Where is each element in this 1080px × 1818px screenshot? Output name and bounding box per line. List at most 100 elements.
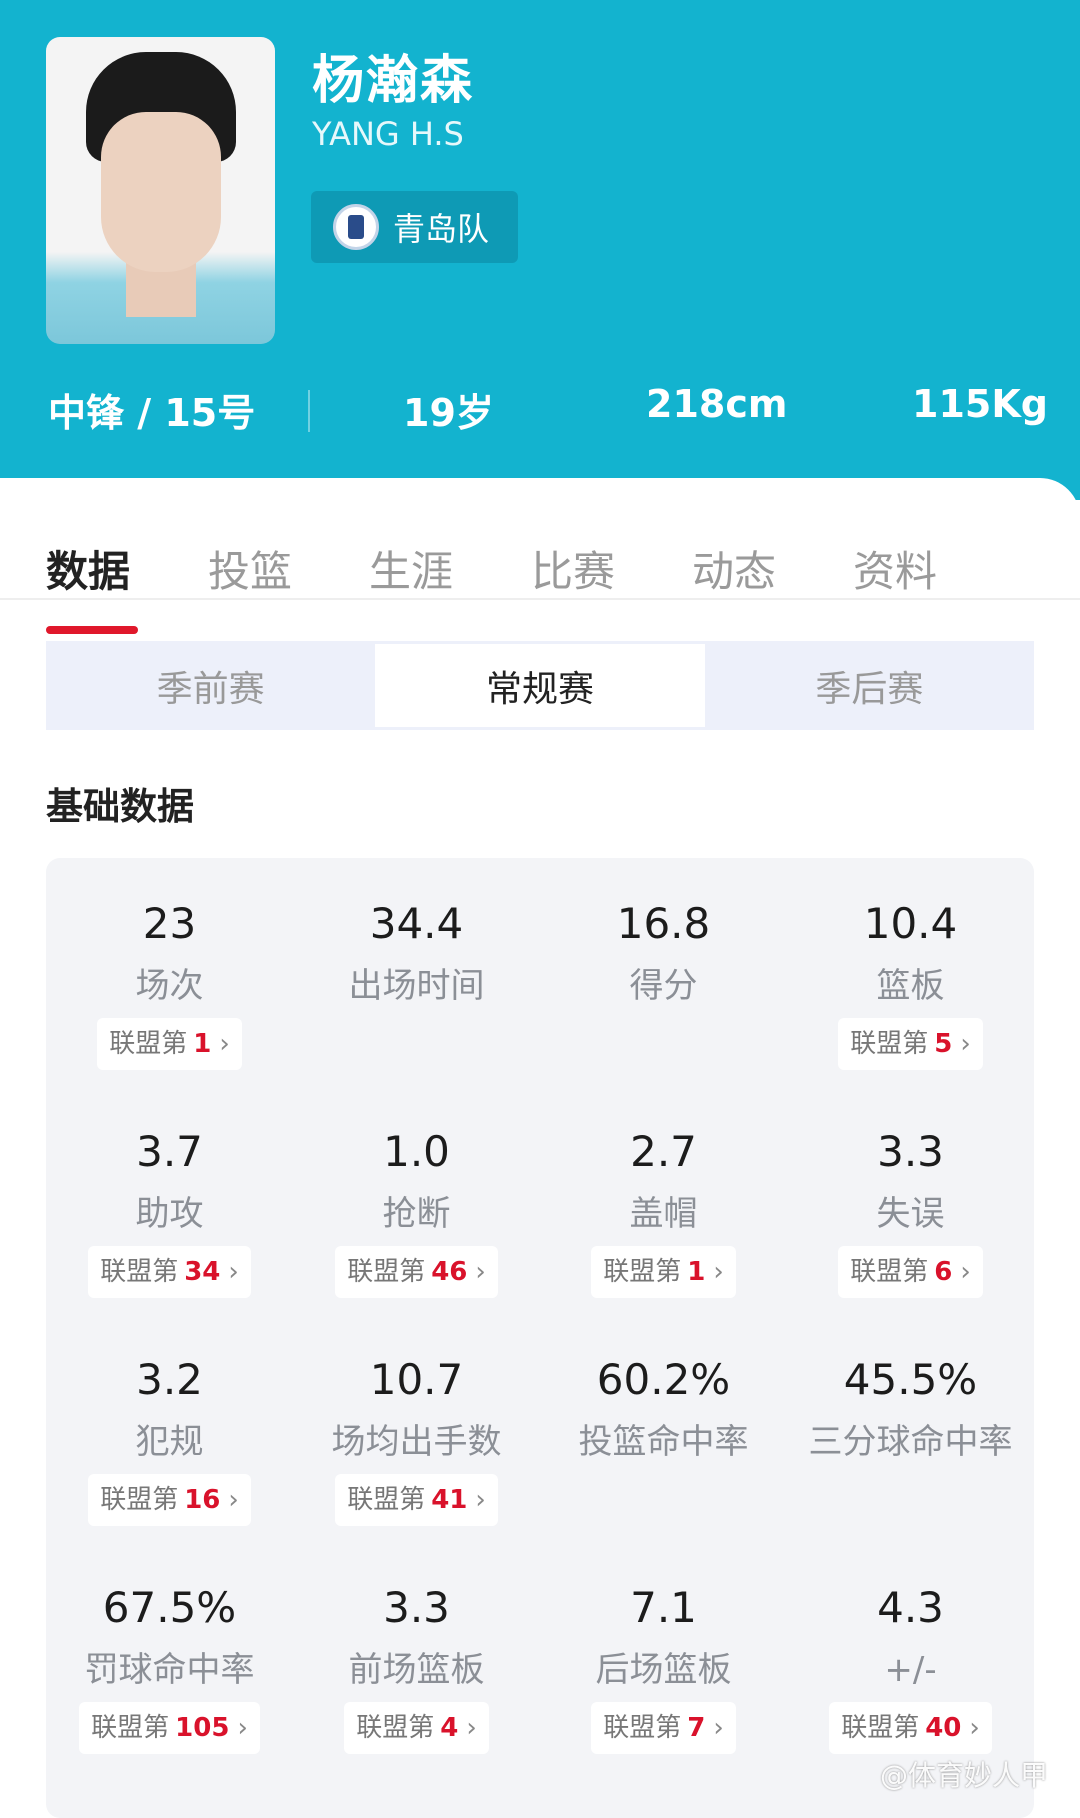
divider: [308, 390, 310, 432]
stat-cell: 2.7 盖帽联盟第 1 ›: [540, 1124, 787, 1302]
position-number: 中锋 / 15号: [48, 391, 256, 435]
rank-value: 4: [440, 1713, 459, 1743]
stat-value: 2.7: [630, 1127, 697, 1176]
player-header: 杨瀚森 YANG H.S 青岛队 中锋 / 15号 19岁 218cm 115K…: [0, 0, 1080, 500]
stat-cell: 10.4 篮板 联盟第 5 ›: [787, 896, 1034, 1074]
rank-prefix: 联盟第: [850, 1029, 929, 1059]
stat-label: 得分: [629, 966, 698, 1006]
rank-prefix: 联盟第: [850, 1257, 929, 1287]
stat-value: 23: [142, 899, 197, 948]
rank-prefix: 联盟第: [91, 1713, 170, 1743]
stat-cell: 10.7 场均出手数联盟第 41 ›: [293, 1352, 540, 1530]
stat-cell: 67.5% 罚球命中率 联盟第 105 ›: [46, 1580, 293, 1758]
stat-value: 3.2: [136, 1355, 203, 1404]
rank-row: 联盟第 6 ›: [787, 1246, 1034, 1302]
stats-grid: 23 场次 联盟第 1 › 34.4 出场时间 16.8 得分 10.4 篮板 联盟第 5 › 3.7 助攻联…: [46, 858, 1034, 1818]
rank-value: 16: [184, 1485, 221, 1515]
chevron-right-icon: ›: [228, 1257, 239, 1287]
active-tab-indicator: [46, 626, 138, 634]
league-rank-button[interactable]: 联盟第 34 ›: [88, 1246, 251, 1298]
weight: 115Kg: [912, 382, 1048, 426]
league-rank-button[interactable]: 联盟第 5 ›: [838, 1018, 983, 1070]
stat-cell: 3.3 失误联盟第 6 ›: [787, 1124, 1034, 1302]
rank-row: 联盟第 105 ›: [46, 1702, 293, 1758]
rank-value: 105: [175, 1713, 230, 1743]
rank-prefix: 联盟第: [841, 1713, 920, 1743]
stat-cell: 34.4 出场时间: [293, 896, 540, 1014]
stat-label: 投篮命中率: [578, 1422, 749, 1462]
chevron-right-icon: ›: [713, 1257, 724, 1287]
rank-row: 联盟第 41 ›: [293, 1474, 540, 1530]
rank-row: 联盟第 4 ›: [293, 1702, 540, 1758]
rank-value: 6: [934, 1257, 953, 1287]
rank-row: 联盟第 1 ›: [46, 1018, 293, 1074]
stat-label: +/-: [884, 1650, 937, 1690]
league-rank-button[interactable]: 联盟第 7 ›: [591, 1702, 736, 1754]
segment-playoffs[interactable]: 季后赛: [815, 668, 924, 710]
stat-label: 盖帽: [629, 1194, 698, 1234]
stat-label: 场均出手数: [331, 1422, 502, 1462]
tab-data[interactable]: 数据: [46, 547, 131, 596]
rank-value: 1: [193, 1029, 212, 1059]
rank-row: 联盟第 7 ›: [540, 1702, 787, 1758]
rank-prefix: 联盟第: [100, 1257, 179, 1287]
league-rank-button[interactable]: 联盟第 105 ›: [79, 1702, 260, 1754]
tab-games[interactable]: 比赛: [531, 547, 616, 596]
league-rank-button[interactable]: 联盟第 1 ›: [591, 1246, 736, 1298]
chevron-right-icon: ›: [219, 1029, 230, 1059]
stat-value: 34.4: [369, 899, 464, 948]
stat-label: 助攻: [135, 1194, 204, 1234]
league-rank-button[interactable]: 联盟第 40 ›: [829, 1702, 992, 1754]
stat-cell: 1.0 抢断 联盟第 46 ›: [293, 1124, 540, 1302]
stat-label: 后场篮板: [595, 1650, 732, 1690]
rank-row: 联盟第 40 ›: [787, 1702, 1034, 1758]
chevron-right-icon: ›: [466, 1713, 477, 1743]
tab-shooting[interactable]: 投篮: [208, 547, 293, 596]
stat-label: 失误: [876, 1194, 945, 1234]
stat-cell: 60.2% 投篮命中率: [540, 1352, 787, 1470]
rank-row: 联盟第 46 ›: [293, 1246, 540, 1302]
segment-preseason[interactable]: 季前赛: [156, 668, 265, 710]
chevron-right-icon: ›: [960, 1029, 971, 1059]
rank-prefix: 联盟第: [347, 1257, 426, 1287]
league-rank-button[interactable]: 联盟第 16 ›: [88, 1474, 251, 1526]
team-name: 青岛队: [393, 210, 490, 248]
tab-career[interactable]: 生涯: [369, 547, 454, 596]
rank-value: 1: [687, 1257, 706, 1287]
league-rank-button[interactable]: 联盟第 4 ›: [344, 1702, 489, 1754]
chevron-right-icon: ›: [713, 1713, 724, 1743]
height: 218cm: [646, 382, 788, 426]
stat-value: 3.7: [136, 1127, 203, 1176]
rank-value: 46: [431, 1257, 468, 1287]
stat-label: 三分球命中率: [808, 1422, 1013, 1462]
stat-cell: 3.7 助攻联盟第 34 ›: [46, 1124, 293, 1302]
stat-label: 抢断: [382, 1194, 451, 1234]
rank-prefix: 联盟第: [356, 1713, 435, 1743]
stat-label: 前场篮板: [348, 1650, 485, 1690]
league-rank-button[interactable]: 联盟第 1 ›: [97, 1018, 242, 1070]
season-type-selector: 季前赛 常规赛 季后赛: [46, 641, 1034, 730]
section-title: 基础数据: [46, 785, 194, 828]
league-rank-button[interactable]: 联盟第 46 ›: [335, 1246, 498, 1298]
segment-regular[interactable]: 常规赛: [375, 644, 705, 727]
chevron-right-icon: ›: [228, 1485, 239, 1515]
stat-cell: 3.2 犯规 联盟第 16 ›: [46, 1352, 293, 1530]
rank-row: 联盟第 1 ›: [540, 1246, 787, 1302]
rank-row: 联盟第 16 ›: [46, 1474, 293, 1530]
league-rank-button[interactable]: 联盟第 6 ›: [838, 1246, 983, 1298]
stat-value: 3.3: [877, 1127, 944, 1176]
rank-row: 联盟第 34 ›: [46, 1246, 293, 1302]
tab-news[interactable]: 动态: [692, 547, 777, 596]
player-name: 杨瀚森: [312, 51, 475, 111]
chevron-right-icon: ›: [960, 1257, 971, 1287]
team-logo-icon: [333, 204, 379, 250]
league-rank-button[interactable]: 联盟第 41 ›: [335, 1474, 498, 1526]
stat-value: 10.7: [369, 1355, 464, 1404]
rank-value: 5: [934, 1029, 953, 1059]
rank-prefix: 联盟第: [603, 1713, 682, 1743]
team-badge[interactable]: 青岛队: [311, 191, 518, 263]
stat-value: 60.2%: [596, 1355, 731, 1404]
tab-profile[interactable]: 资料: [853, 547, 938, 596]
stat-cell: 7.1 后场篮板 联盟第 7 ›: [540, 1580, 787, 1758]
stat-value: 16.8: [616, 899, 711, 948]
